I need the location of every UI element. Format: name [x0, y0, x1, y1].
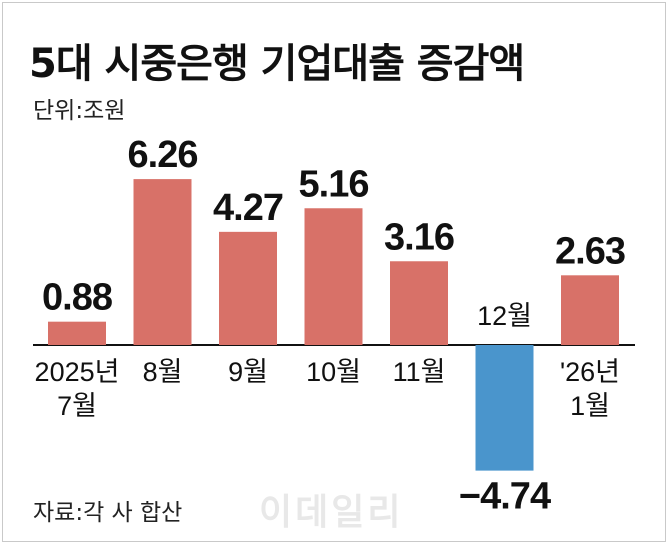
- chart-title: 5대 시중은행 기업대출 증감액: [29, 41, 525, 87]
- bar-3: [304, 208, 363, 345]
- bar-6: [561, 275, 619, 345]
- bar-5: [475, 345, 534, 471]
- value-label-4: 3.16: [384, 216, 454, 258]
- value-label-2: 4.27: [213, 187, 283, 229]
- source-label: 자료:각 사 합산: [33, 500, 183, 526]
- value-label-1: 6.26: [128, 134, 198, 176]
- category-label-1: 8월: [143, 357, 183, 387]
- category-label-2: 9월: [228, 357, 268, 387]
- value-label-6: 2.63: [555, 230, 625, 272]
- bar-1: [133, 179, 192, 345]
- category-label-5: 12월: [477, 301, 532, 331]
- value-label-5: −4.74: [459, 476, 551, 518]
- category-label-0-line-1: 7월: [57, 391, 97, 421]
- bar-chart: 0.88 2025년 7월 6.26 8월 4.27 9월 5.16 10월 3.16 11월 −4.…: [33, 134, 635, 518]
- value-label-0: 0.88: [42, 277, 112, 319]
- category-label-3: 10월: [306, 357, 361, 387]
- value-label-3: 5.16: [299, 163, 369, 205]
- category-label-4: 11월: [393, 357, 446, 387]
- chart-frame: 5대 시중은행 기업대출 증감액 단위:조원 0.88 2025년 7월 6.26 8월…: [2, 2, 666, 542]
- category-label-0-line-0: 2025년: [35, 357, 120, 387]
- category-label-6-line-1: 1월: [570, 391, 610, 421]
- bar-0: [48, 321, 106, 345]
- unit-label: 단위:조원: [33, 98, 126, 124]
- bar-4: [390, 261, 448, 345]
- watermark-logo: 이데일리: [259, 492, 404, 533]
- bar-2: [219, 231, 277, 345]
- category-label-6-line-0: '26년: [560, 357, 620, 387]
